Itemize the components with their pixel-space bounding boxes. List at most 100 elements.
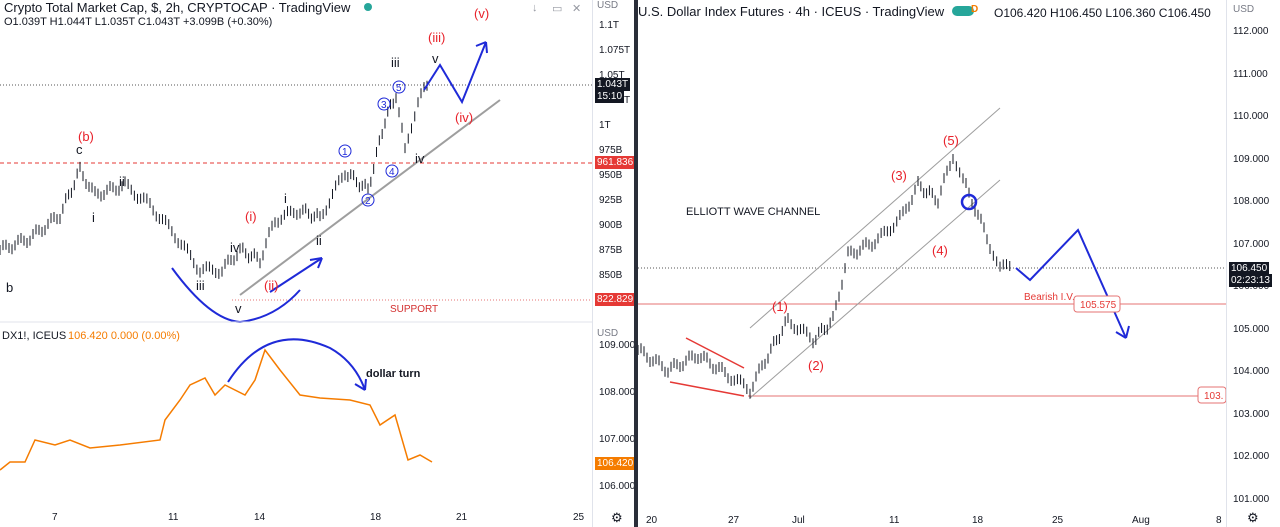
channel-label: ELLIOTT WAVE CHANNEL: [686, 206, 820, 218]
channel-upper-line: [749, 107, 1001, 329]
wave-label-iii-paren: (iii): [428, 30, 445, 45]
wave-label-c: c: [76, 142, 83, 157]
current-price-tag: 1.043T: [595, 78, 631, 91]
settings-gear-icon[interactable]: ⚙: [1247, 510, 1259, 525]
support-value-box: [1197, 386, 1226, 404]
bearish-value: 105.575: [1080, 300, 1117, 311]
wave-label-ii-paren: (ii): [264, 278, 278, 293]
crypto-price-tick: 1.05T: [599, 70, 625, 81]
dxy-current-tag: 106.420: [595, 457, 636, 470]
wave-label-i: i: [92, 210, 95, 225]
dxy-futures-chart: U.S. Dollar Index Futures · 4h · ICEUS ·…: [638, 0, 1280, 527]
wave-label-iii-low: iii: [196, 278, 205, 293]
time-tick: 11: [889, 515, 900, 526]
crypto-price-tick: 850B: [599, 270, 623, 281]
crypto-price-tick: 1.1T: [599, 20, 620, 31]
dollar-turn-arc: [227, 338, 366, 391]
wave-label-v-paren: (v): [474, 6, 489, 21]
dxy-price-tick: 104.000: [1233, 366, 1270, 377]
dollar-turn-arrow-head: [354, 378, 367, 391]
dxy-plot-area: (1) (2) (3) (4) (5) ELLIOTT WAVE CHANNEL…: [638, 107, 1226, 404]
circled-wave-1: [338, 144, 352, 158]
crypto-price-tick: 1.075T: [599, 45, 631, 56]
time-tick: 18: [370, 512, 382, 523]
drop-arrow-head: [1115, 325, 1130, 339]
wave-label-4: (4): [932, 243, 948, 258]
wedge-upper-line: [685, 337, 745, 369]
wave-label-v-top: v: [432, 51, 439, 66]
dxy-inset-tick: 107.000: [599, 434, 636, 445]
wave-label-iv-top: iv: [415, 151, 425, 166]
level-tag-1: 961.836: [595, 156, 636, 169]
status-pill-icon: [952, 6, 974, 16]
circled-label-3: 3: [381, 100, 387, 111]
close-icon[interactable]: ✕: [572, 3, 582, 15]
panel-divider: [634, 0, 638, 527]
wave-label-iv-small: iv: [230, 240, 240, 255]
crypto-price-tick: 950B: [599, 170, 623, 181]
time-tick: 20: [646, 515, 658, 526]
dollar-turn-label: dollar turn: [366, 368, 421, 380]
time-tick: Aug: [1132, 515, 1150, 526]
dxy-price-axis[interactable]: USD 112.000 111.000 110.000 109.000 108.000 1…: [1226, 0, 1280, 527]
projected-wave-path: [423, 41, 487, 105]
projection-arrow-head: [475, 41, 488, 54]
wave-label-ii: ii: [119, 174, 125, 189]
time-tick: 27: [728, 515, 740, 526]
wave-label-iv-paren: (iv): [455, 110, 473, 125]
support-label: SUPPORT: [390, 304, 438, 315]
dxy-price-tick: 110.000: [1233, 111, 1269, 122]
level-tag-2: 822.829: [595, 293, 636, 306]
countdown-tag: 02:23:13: [1229, 274, 1272, 287]
time-tick: 25: [573, 512, 585, 523]
dxy-price-tick: 111.000: [1233, 68, 1268, 80]
wave-label-b: b: [6, 280, 13, 295]
bottom-curve-arrow: [269, 257, 323, 293]
crypto-price-axis[interactable]: USD 1.1T1.075T1.05T1.025T1T975B950B925B9…: [592, 0, 637, 527]
dxy-price-tick: 101.000: [1233, 493, 1270, 505]
dxy-price-tick: 102.000: [1233, 451, 1270, 462]
wave-label-iii-top: iii: [391, 55, 400, 70]
dxy-inset-tick: 106.000: [599, 481, 636, 492]
dxy-inset-tick: 109.000: [599, 340, 636, 351]
axis-currency: USD: [1233, 4, 1255, 15]
ohlc-readout: O106.420 H106.450 L106.360 C106.450: [994, 6, 1211, 20]
time-tick: 21: [456, 512, 468, 523]
projected-drop-path: [1015, 228, 1127, 339]
live-dot-icon: [364, 3, 372, 11]
dxy-price-tick: 108.000: [1233, 196, 1270, 207]
wave-label-i-paren: (i): [245, 209, 257, 224]
delay-icon: D: [971, 4, 979, 15]
dxy-price-tick: 109.000: [1233, 153, 1270, 165]
bearish-value-box: [1073, 295, 1121, 313]
dxy-price-tick: 107.000: [1233, 238, 1270, 250]
crypto-price-candles: [0, 80, 428, 279]
arrow-down-icon[interactable]: ↓: [532, 2, 538, 14]
support-value: 103.: [1204, 391, 1223, 402]
circled-wave-5: [392, 80, 406, 94]
dxy-axis-currency: USD: [597, 328, 619, 339]
dxy-inset-line: [0, 348, 433, 471]
bearish-label: Bearish I.V.: [1024, 292, 1075, 303]
countdown-tag: 15:10: [595, 90, 625, 103]
settings-gear-icon[interactable]: ⚙: [611, 510, 623, 525]
crypto-market-cap-chart: Crypto Total Market Cap, $, 2h, CRYPTOCA…: [0, 0, 637, 527]
time-tick: 14: [254, 512, 266, 523]
reversal-circle: [960, 193, 978, 211]
dxy-symbol: DX1!, ICEUS: [2, 330, 67, 342]
crypto-price-tick: 900B: [599, 220, 623, 231]
wave-label-v-small: v: [235, 301, 242, 316]
ohlc-readout: O1.039T H1.044T L1.035T C1.043T +3.099B …: [4, 16, 273, 28]
circled-label-4: 4: [389, 167, 395, 178]
window-icon[interactable]: ▭: [552, 3, 563, 15]
circled-wave-2: [361, 193, 375, 207]
circled-label-1: 1: [342, 147, 348, 158]
wave-label-i-mid: i: [284, 191, 287, 206]
wave-label-2: (2): [808, 358, 824, 373]
time-tick: 25: [1052, 515, 1064, 526]
crypto-price-tick: 975B: [599, 145, 623, 156]
time-tick: 18: [972, 515, 984, 526]
time-tick: 7: [52, 512, 58, 523]
circled-wave-4: [385, 164, 399, 178]
time-tick: 11: [168, 512, 179, 523]
